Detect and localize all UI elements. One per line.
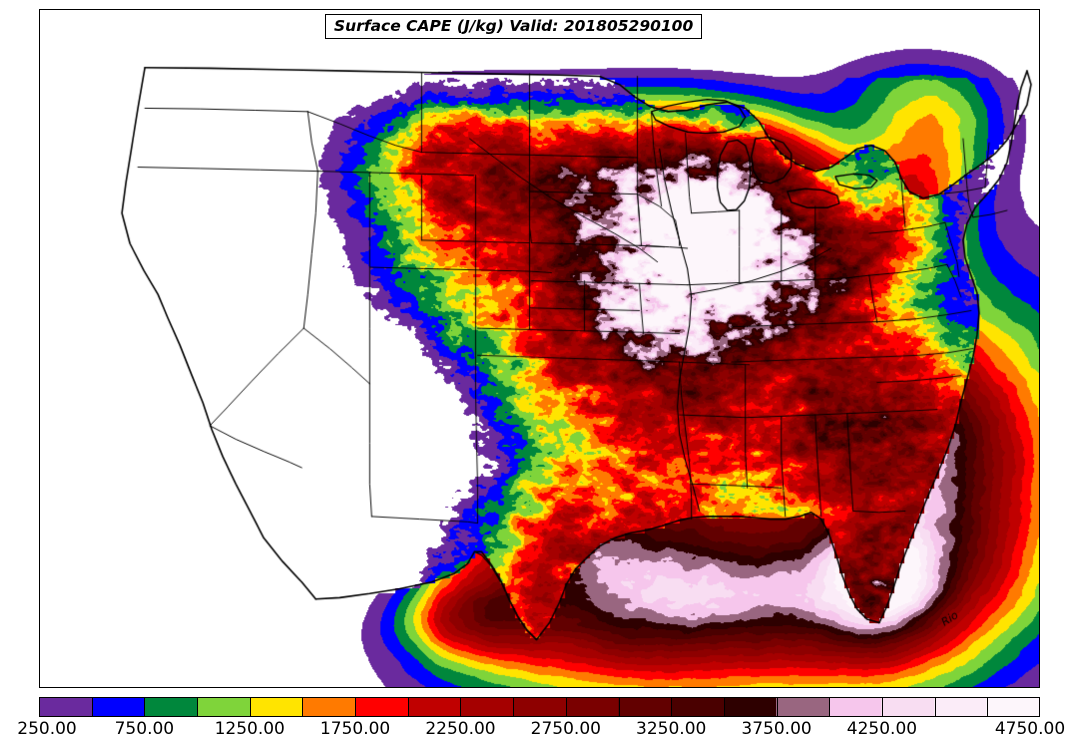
colorbar-label: 4750.00	[994, 719, 1066, 739]
colorbar-segment	[986, 698, 1039, 716]
colorbar-label: 250.00	[17, 719, 77, 739]
colorbar-segment	[250, 698, 303, 716]
colorbar-segment	[565, 698, 619, 716]
colorbar-tick-labels: 250.00 750.00 1250.00 1750.00 2250.00 2750.00…	[0, 719, 1081, 743]
colorbar-segment	[933, 698, 987, 716]
colorbar-segment	[881, 698, 934, 716]
colorbar-segment	[92, 698, 146, 716]
cape-field-raster	[40, 10, 1039, 687]
colorbar-segment	[618, 698, 671, 716]
colorbar-label: 1250.00	[214, 719, 285, 739]
colorbar-segment	[408, 698, 461, 716]
colorbar-segment	[670, 698, 724, 716]
colorbar-label: 2250.00	[425, 719, 496, 739]
colorbar-segment	[197, 698, 251, 716]
colorbar-label: 4250.00	[846, 719, 918, 739]
colorbar-segment	[40, 698, 93, 716]
colorbar-label: 2750.00	[530, 719, 601, 739]
colorbar[interactable]	[39, 697, 1040, 717]
map-panel[interactable]	[39, 9, 1040, 688]
colorbar-segment	[723, 698, 777, 716]
colorbar-label: 3750.00	[741, 719, 812, 739]
colorbar-segment	[460, 698, 514, 716]
colorbar-segment	[513, 698, 566, 716]
colorbar-label: 750.00	[114, 719, 175, 739]
colorbar-segment	[145, 698, 198, 716]
colorbar-gradient[interactable]	[39, 697, 1040, 717]
colorbar-label: 1750.00	[319, 719, 391, 739]
colorbar-label: 3250.00	[636, 719, 707, 739]
map-title: Surface CAPE (J/kg) Valid: 201805290100	[325, 14, 703, 40]
colorbar-segment	[355, 698, 409, 716]
colorbar-segment	[828, 698, 882, 716]
colorbar-segment	[776, 698, 829, 716]
colorbar-segment	[302, 698, 356, 716]
